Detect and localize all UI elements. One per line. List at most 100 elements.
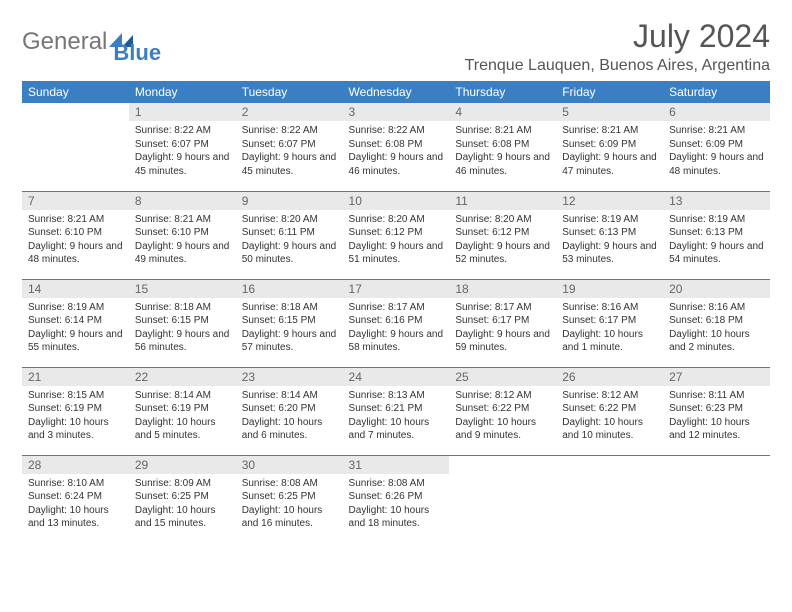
calendar-day-cell: 15Sunrise: 8:18 AMSunset: 6:15 PMDayligh… bbox=[129, 279, 236, 367]
daylight-text: Daylight: 10 hours and 3 minutes. bbox=[28, 416, 123, 443]
sunrise-text: Sunrise: 8:20 AM bbox=[349, 213, 444, 227]
daylight-text: Daylight: 9 hours and 47 minutes. bbox=[562, 151, 657, 178]
daylight-text: Daylight: 9 hours and 56 minutes. bbox=[135, 328, 230, 355]
daylight-text: Daylight: 9 hours and 45 minutes. bbox=[242, 151, 337, 178]
day-info: Sunrise: 8:19 AMSunset: 6:13 PMDaylight:… bbox=[663, 210, 770, 271]
sunset-text: Sunset: 6:26 PM bbox=[349, 490, 444, 504]
sunset-text: Sunset: 6:08 PM bbox=[455, 138, 550, 152]
day-info: Sunrise: 8:18 AMSunset: 6:15 PMDaylight:… bbox=[129, 298, 236, 359]
sunset-text: Sunset: 6:14 PM bbox=[28, 314, 123, 328]
day-number: 16 bbox=[236, 280, 343, 298]
sunrise-text: Sunrise: 8:18 AM bbox=[242, 301, 337, 315]
day-number: 25 bbox=[449, 368, 556, 386]
daylight-text: Daylight: 10 hours and 18 minutes. bbox=[349, 504, 444, 531]
day-number: 1 bbox=[129, 103, 236, 121]
daylight-text: Daylight: 10 hours and 9 minutes. bbox=[455, 416, 550, 443]
day-info: Sunrise: 8:20 AMSunset: 6:12 PMDaylight:… bbox=[343, 210, 450, 271]
daylight-text: Daylight: 10 hours and 16 minutes. bbox=[242, 504, 337, 531]
sunrise-text: Sunrise: 8:22 AM bbox=[242, 124, 337, 138]
day-number: 10 bbox=[343, 192, 450, 210]
sunrise-text: Sunrise: 8:22 AM bbox=[135, 124, 230, 138]
day-info: Sunrise: 8:20 AMSunset: 6:11 PMDaylight:… bbox=[236, 210, 343, 271]
sunset-text: Sunset: 6:13 PM bbox=[562, 226, 657, 240]
calendar-day-cell: 7Sunrise: 8:21 AMSunset: 6:10 PMDaylight… bbox=[22, 191, 129, 279]
day-info: Sunrise: 8:20 AMSunset: 6:12 PMDaylight:… bbox=[449, 210, 556, 271]
sunset-text: Sunset: 6:10 PM bbox=[135, 226, 230, 240]
day-info: Sunrise: 8:21 AMSunset: 6:08 PMDaylight:… bbox=[449, 121, 556, 182]
calendar-day-cell: 6Sunrise: 8:21 AMSunset: 6:09 PMDaylight… bbox=[663, 103, 770, 191]
daylight-text: Daylight: 9 hours and 49 minutes. bbox=[135, 240, 230, 267]
sunrise-text: Sunrise: 8:17 AM bbox=[349, 301, 444, 315]
day-info: Sunrise: 8:21 AMSunset: 6:09 PMDaylight:… bbox=[556, 121, 663, 182]
day-info: Sunrise: 8:08 AMSunset: 6:25 PMDaylight:… bbox=[236, 474, 343, 535]
calendar-day-cell bbox=[663, 455, 770, 543]
calendar-day-cell bbox=[22, 103, 129, 191]
day-info: Sunrise: 8:08 AMSunset: 6:26 PMDaylight:… bbox=[343, 474, 450, 535]
calendar-day-cell bbox=[449, 455, 556, 543]
daylight-text: Daylight: 9 hours and 59 minutes. bbox=[455, 328, 550, 355]
sunset-text: Sunset: 6:12 PM bbox=[455, 226, 550, 240]
sunrise-text: Sunrise: 8:20 AM bbox=[242, 213, 337, 227]
day-number: 22 bbox=[129, 368, 236, 386]
day-info: Sunrise: 8:14 AMSunset: 6:20 PMDaylight:… bbox=[236, 386, 343, 447]
day-info: Sunrise: 8:16 AMSunset: 6:18 PMDaylight:… bbox=[663, 298, 770, 359]
day-info: Sunrise: 8:22 AMSunset: 6:07 PMDaylight:… bbox=[236, 121, 343, 182]
day-info: Sunrise: 8:11 AMSunset: 6:23 PMDaylight:… bbox=[663, 386, 770, 447]
calendar-day-cell: 12Sunrise: 8:19 AMSunset: 6:13 PMDayligh… bbox=[556, 191, 663, 279]
day-number: 21 bbox=[22, 368, 129, 386]
sunrise-text: Sunrise: 8:14 AM bbox=[242, 389, 337, 403]
sunrise-text: Sunrise: 8:16 AM bbox=[669, 301, 764, 315]
daylight-text: Daylight: 10 hours and 2 minutes. bbox=[669, 328, 764, 355]
sunset-text: Sunset: 6:25 PM bbox=[242, 490, 337, 504]
sunrise-text: Sunrise: 8:19 AM bbox=[562, 213, 657, 227]
day-info: Sunrise: 8:12 AMSunset: 6:22 PMDaylight:… bbox=[556, 386, 663, 447]
day-info: Sunrise: 8:19 AMSunset: 6:13 PMDaylight:… bbox=[556, 210, 663, 271]
logo-text-1: General bbox=[22, 28, 107, 56]
sunset-text: Sunset: 6:16 PM bbox=[349, 314, 444, 328]
day-info: Sunrise: 8:12 AMSunset: 6:22 PMDaylight:… bbox=[449, 386, 556, 447]
daylight-text: Daylight: 10 hours and 6 minutes. bbox=[242, 416, 337, 443]
day-number: 8 bbox=[129, 192, 236, 210]
day-info: Sunrise: 8:19 AMSunset: 6:14 PMDaylight:… bbox=[22, 298, 129, 359]
day-number: 5 bbox=[556, 103, 663, 121]
calendar-day-cell: 2Sunrise: 8:22 AMSunset: 6:07 PMDaylight… bbox=[236, 103, 343, 191]
daylight-text: Daylight: 9 hours and 54 minutes. bbox=[669, 240, 764, 267]
sunrise-text: Sunrise: 8:11 AM bbox=[669, 389, 764, 403]
sunrise-text: Sunrise: 8:10 AM bbox=[28, 477, 123, 491]
day-number: 15 bbox=[129, 280, 236, 298]
sunrise-text: Sunrise: 8:21 AM bbox=[669, 124, 764, 138]
daylight-text: Daylight: 9 hours and 46 minutes. bbox=[455, 151, 550, 178]
sunrise-text: Sunrise: 8:12 AM bbox=[562, 389, 657, 403]
sunset-text: Sunset: 6:15 PM bbox=[242, 314, 337, 328]
calendar-day-cell bbox=[556, 455, 663, 543]
sunrise-text: Sunrise: 8:19 AM bbox=[669, 213, 764, 227]
day-number: 7 bbox=[22, 192, 129, 210]
day-number: 23 bbox=[236, 368, 343, 386]
calendar-day-cell: 10Sunrise: 8:20 AMSunset: 6:12 PMDayligh… bbox=[343, 191, 450, 279]
sunset-text: Sunset: 6:13 PM bbox=[669, 226, 764, 240]
day-number: 3 bbox=[343, 103, 450, 121]
calendar-day-cell: 21Sunrise: 8:15 AMSunset: 6:19 PMDayligh… bbox=[22, 367, 129, 455]
day-info: Sunrise: 8:21 AMSunset: 6:10 PMDaylight:… bbox=[129, 210, 236, 271]
daylight-text: Daylight: 10 hours and 5 minutes. bbox=[135, 416, 230, 443]
day-number: 2 bbox=[236, 103, 343, 121]
calendar-day-cell: 18Sunrise: 8:17 AMSunset: 6:17 PMDayligh… bbox=[449, 279, 556, 367]
daylight-text: Daylight: 9 hours and 51 minutes. bbox=[349, 240, 444, 267]
day-info: Sunrise: 8:21 AMSunset: 6:10 PMDaylight:… bbox=[22, 210, 129, 271]
day-number: 17 bbox=[343, 280, 450, 298]
calendar-day-cell: 19Sunrise: 8:16 AMSunset: 6:17 PMDayligh… bbox=[556, 279, 663, 367]
sunset-text: Sunset: 6:25 PM bbox=[135, 490, 230, 504]
sunrise-text: Sunrise: 8:21 AM bbox=[455, 124, 550, 138]
calendar-day-cell: 27Sunrise: 8:11 AMSunset: 6:23 PMDayligh… bbox=[663, 367, 770, 455]
sunrise-text: Sunrise: 8:08 AM bbox=[349, 477, 444, 491]
sunrise-text: Sunrise: 8:21 AM bbox=[28, 213, 123, 227]
day-number: 31 bbox=[343, 456, 450, 474]
daylight-text: Daylight: 9 hours and 53 minutes. bbox=[562, 240, 657, 267]
calendar-day-cell: 4Sunrise: 8:21 AMSunset: 6:08 PMDaylight… bbox=[449, 103, 556, 191]
day-info: Sunrise: 8:21 AMSunset: 6:09 PMDaylight:… bbox=[663, 121, 770, 182]
page-header: General Blue July 2024 Trenque Lauquen, … bbox=[22, 18, 770, 75]
calendar-day-cell: 20Sunrise: 8:16 AMSunset: 6:18 PMDayligh… bbox=[663, 279, 770, 367]
sunset-text: Sunset: 6:17 PM bbox=[562, 314, 657, 328]
sunrise-text: Sunrise: 8:13 AM bbox=[349, 389, 444, 403]
daylight-text: Daylight: 9 hours and 55 minutes. bbox=[28, 328, 123, 355]
